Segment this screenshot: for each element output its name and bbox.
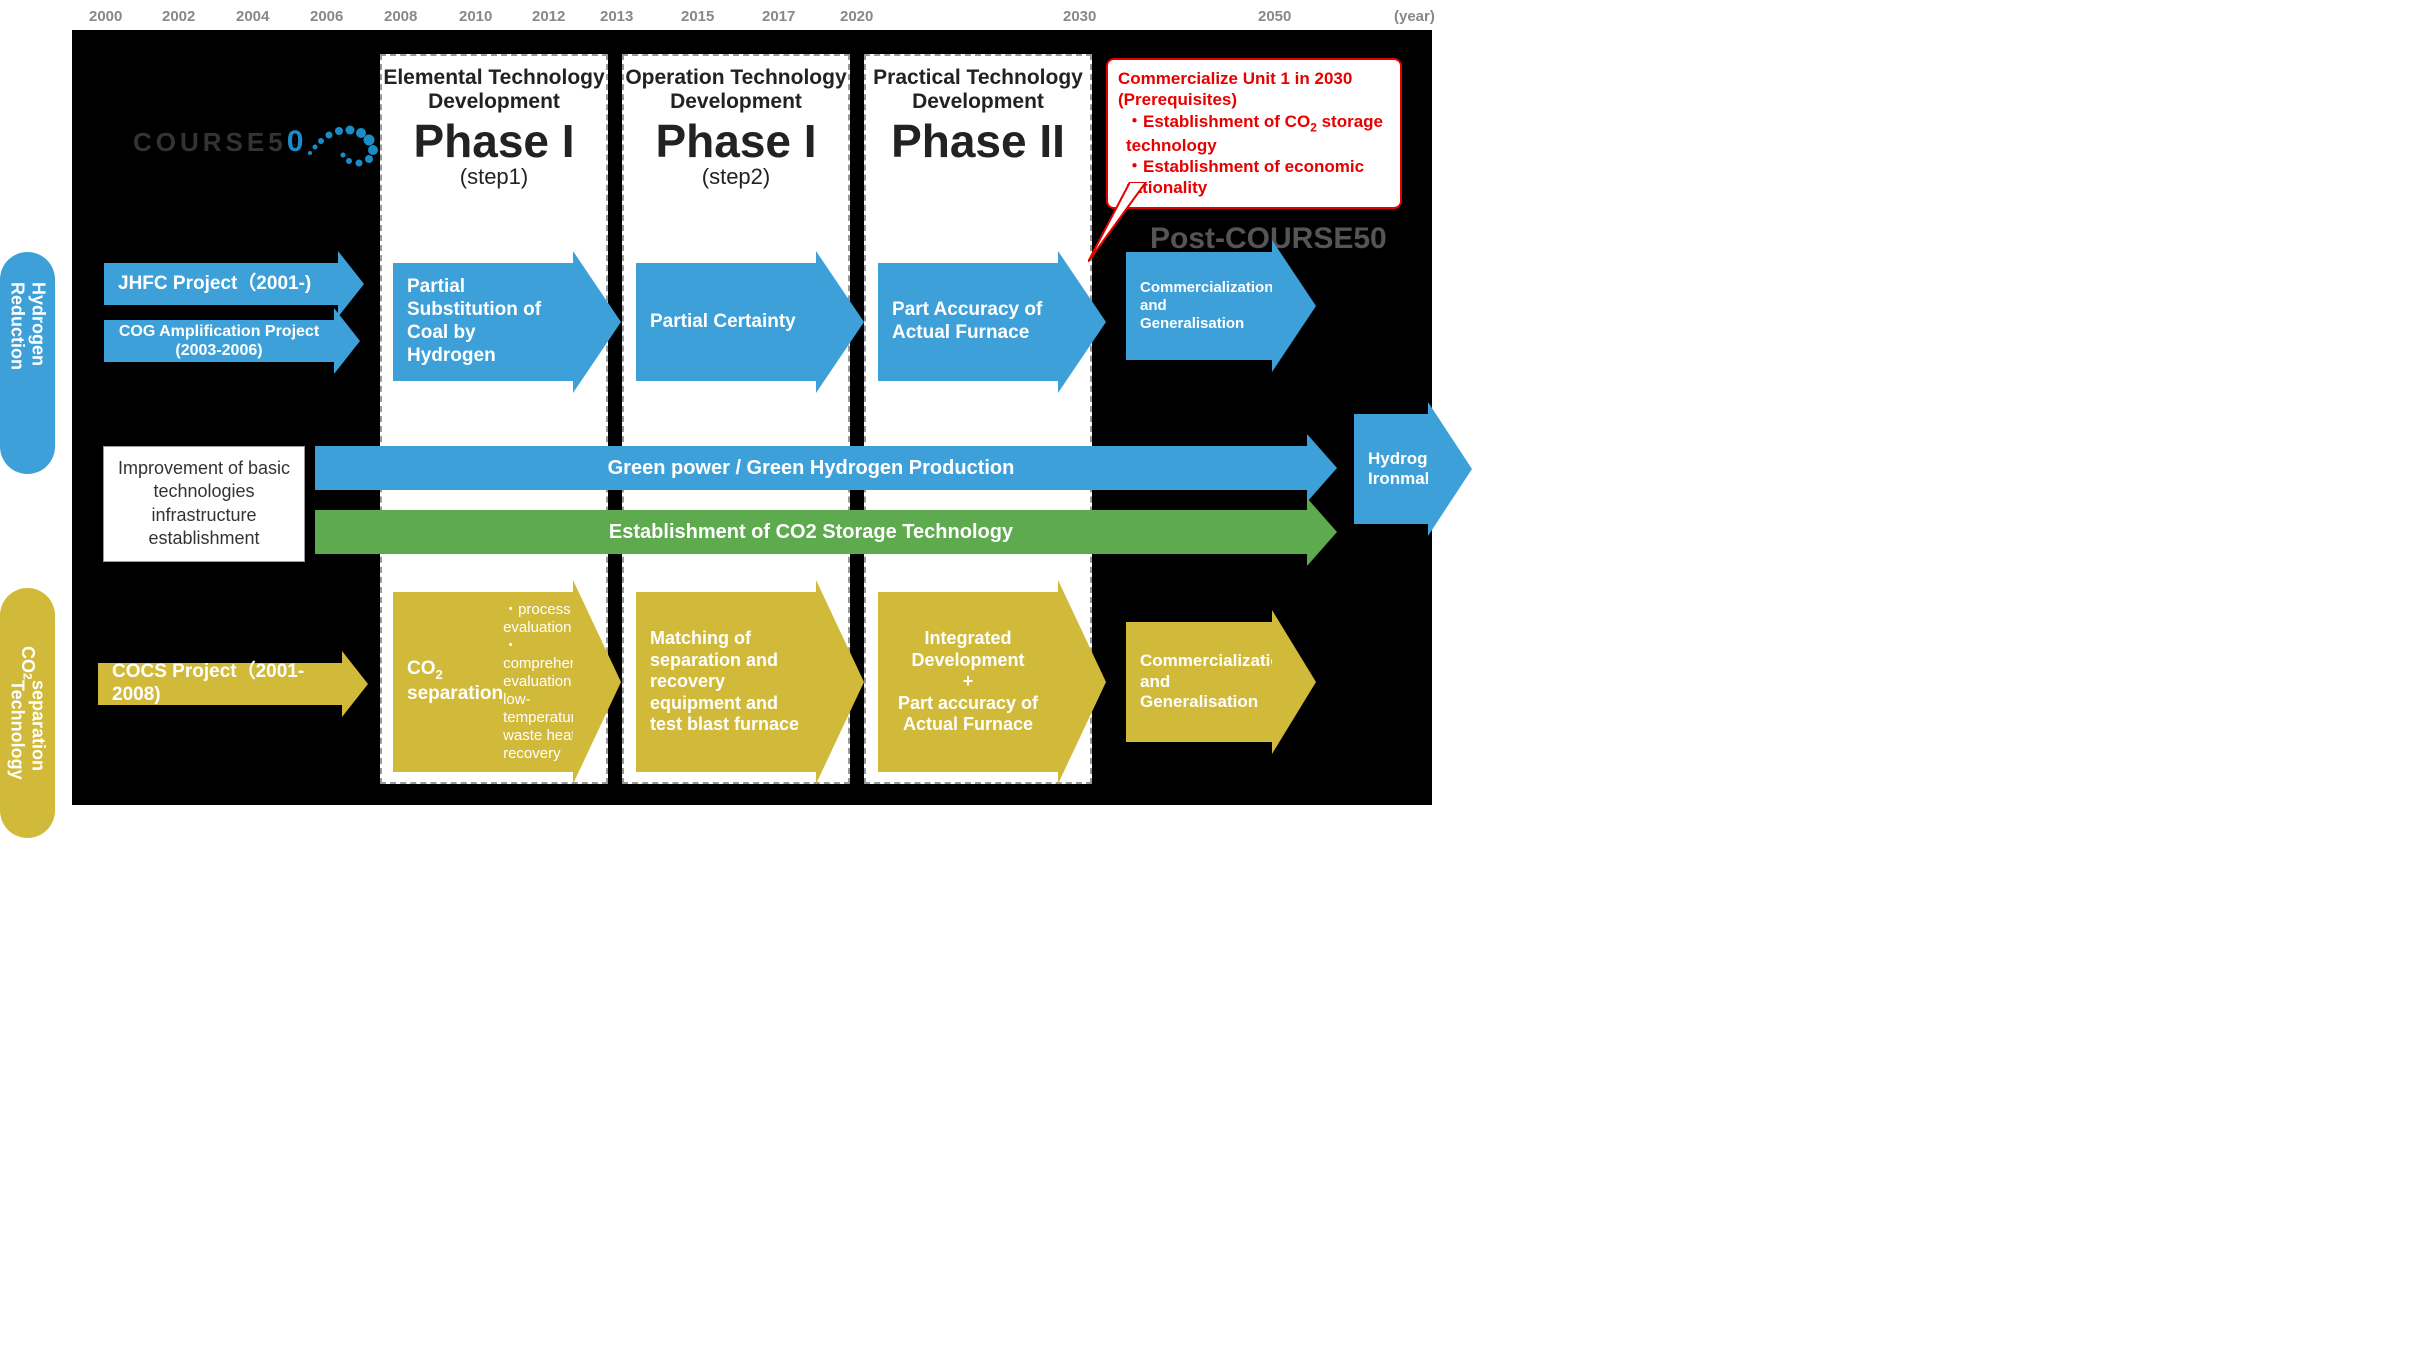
arrow-head-icon: [573, 251, 621, 393]
timeline-year: 2008: [384, 8, 417, 25]
arrow-label: COCS Project（2001-2008): [98, 663, 342, 705]
arrow-phase1b-blue: Partial Certainty: [636, 263, 864, 381]
timeline-year: 2012: [532, 8, 565, 25]
arrow-label: Partial Certainty: [636, 263, 816, 381]
logo-course: COURSE5: [133, 127, 287, 157]
arrow-comm-blue: Commercialization and Generalisation: [1126, 252, 1316, 360]
arrow-label: COG Amplification Project (2003-2006): [104, 320, 334, 362]
arrow-label: Hydrogen Ironmaking: [1354, 414, 1428, 524]
arrow-head-icon: [1307, 434, 1337, 502]
timeline-year: 2000: [89, 8, 122, 25]
arrow-phase1-yellow: CO2 separation・process evaluation・compre…: [393, 592, 621, 772]
phase-title: Phase I: [382, 118, 606, 164]
arrow-head-icon: [816, 580, 864, 784]
timeline-year: 2050: [1258, 8, 1291, 25]
timeline-year: 2013: [600, 8, 633, 25]
arrow-label: Commercialization and Generalisation: [1126, 252, 1272, 360]
course50-logo: COURSE50: [133, 125, 307, 159]
arrow-head-icon: [342, 651, 368, 717]
phase-title: Phase II: [866, 118, 1090, 164]
arrow-phase2-blue: Part Accuracy of Actual Furnace: [878, 263, 1106, 381]
phase-sub: Operation TechnologyDevelopment: [624, 66, 848, 114]
arrow-phase2-yellow: Integrated Development+Part accuracy of …: [878, 592, 1106, 772]
arrow-label: Commercialization and Generalisation: [1126, 622, 1272, 742]
phase-sub: Practical TechnologyDevelopment: [866, 66, 1090, 114]
pill-co2-separation: CO2 separationTechnology: [0, 588, 55, 838]
phase-step: (step1): [382, 164, 606, 190]
arrow-greenpower: Green power / Green Hydrogen Production: [315, 446, 1337, 490]
callout-sub: (Prerequisites): [1118, 89, 1390, 110]
arrow-head-icon: [1272, 610, 1316, 754]
arrow-head-icon: [1272, 240, 1316, 372]
post-course50-label: Post-COURSE50: [1150, 222, 1387, 256]
logo-comet-icon: [305, 115, 385, 171]
timeline-year: 2020: [840, 8, 873, 25]
arrow-jhfc: JHFC Project（2001-): [104, 263, 364, 305]
timeline-year: 2015: [681, 8, 714, 25]
arrow-hydrogen-iron: Hydrogen Ironmaking: [1354, 414, 1472, 524]
arrow-head-icon: [334, 308, 360, 374]
callout-line-2: ・Establishment of economic rationality: [1118, 156, 1390, 199]
phase-sub: Elemental TechnologyDevelopment: [382, 66, 606, 114]
arrow-label: Partial Substitution of Coal by Hydrogen: [393, 263, 573, 381]
arrow-label: Part Accuracy of Actual Furnace: [878, 263, 1058, 381]
arrow-label: CO2 separation・process evaluation・compre…: [393, 592, 573, 772]
timeline-year: 2030: [1063, 8, 1096, 25]
arrow-cocs: COCS Project（2001-2008): [98, 663, 368, 705]
timeline-year: 2006: [310, 8, 343, 25]
callout-2030: Commercialize Unit 1 in 2030 (Prerequisi…: [1106, 58, 1402, 209]
arrow-label: Green power / Green Hydrogen Production: [315, 446, 1307, 490]
arrow-head-icon: [573, 580, 621, 784]
arrow-co2storage: Establishment of CO2 Storage Technology: [315, 510, 1337, 554]
phase-step: (step2): [624, 164, 848, 190]
callout-title: Commercialize Unit 1 in 2030: [1118, 68, 1390, 89]
timeline-year: (year): [1394, 8, 1435, 25]
callout-line-1: ・Establishment of CO2 storage technology: [1118, 111, 1390, 157]
arrow-phase1-blue: Partial Substitution of Coal by Hydrogen: [393, 263, 621, 381]
arrow-label: Matching of separation and recovery equi…: [636, 592, 816, 772]
timeline-axis: 2000 2002 2004 2006 2008 2010 2012 2013 2015 2017…: [0, 8, 1456, 30]
arrow-head-icon: [1058, 580, 1106, 784]
arrow-head-icon: [1428, 402, 1472, 536]
arrow-head-icon: [816, 251, 864, 393]
timeline-year: 2017: [762, 8, 795, 25]
arrow-label: JHFC Project（2001-): [104, 263, 338, 305]
phase-title: Phase I: [624, 118, 848, 164]
whitebox-infrastructure: Improvement of basic technologies infras…: [103, 446, 305, 562]
arrow-phase1b-yellow: Matching of separation and recovery equi…: [636, 592, 864, 772]
callout-tail-icon: [1088, 182, 1148, 262]
timeline-year: 2004: [236, 8, 269, 25]
pill-hydrogen-reduction: Hydrogen Reduction: [0, 252, 55, 474]
arrow-label: Establishment of CO2 Storage Technology: [315, 510, 1307, 554]
arrow-cog: COG Amplification Project (2003-2006): [104, 320, 360, 362]
timeline-year: 2002: [162, 8, 195, 25]
arrow-comm-yellow: Commercialization and Generalisation: [1126, 622, 1316, 742]
arrow-head-icon: [1058, 251, 1106, 393]
arrow-label: Integrated Development+Part accuracy of …: [878, 592, 1058, 772]
timeline-year: 2010: [459, 8, 492, 25]
arrow-head-icon: [1307, 498, 1337, 566]
